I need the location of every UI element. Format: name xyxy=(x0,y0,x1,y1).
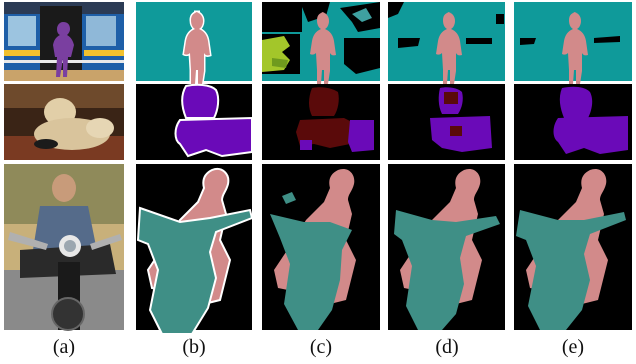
column-label-d: (d) xyxy=(435,336,459,358)
photo-motorcycle-scene xyxy=(4,164,124,331)
photo-bus-scene xyxy=(4,2,124,81)
ground-truth-motorcycle-scene xyxy=(136,164,254,335)
result-c-dog-scene xyxy=(262,84,380,160)
result-c-motorcycle-scene xyxy=(262,164,380,330)
result-d-bus-scene xyxy=(388,2,505,84)
result-e-motorcycle-scene xyxy=(514,164,632,330)
result-e-dog-scene xyxy=(514,84,632,160)
column-label-c: (c) xyxy=(309,336,333,358)
result-d-dog-scene xyxy=(388,84,505,160)
ground-truth-dog-scene xyxy=(136,83,253,160)
column-label-b: (b) xyxy=(182,336,206,358)
result-d-motorcycle-scene xyxy=(388,164,505,330)
ground-truth-bus-scene xyxy=(136,2,252,84)
result-e-bus-scene xyxy=(514,2,632,84)
column-label-a: (a) xyxy=(52,336,76,358)
photo-dog-scene xyxy=(4,84,124,160)
result-c-bus-scene xyxy=(262,2,380,84)
column-label-e: (e) xyxy=(561,336,585,358)
